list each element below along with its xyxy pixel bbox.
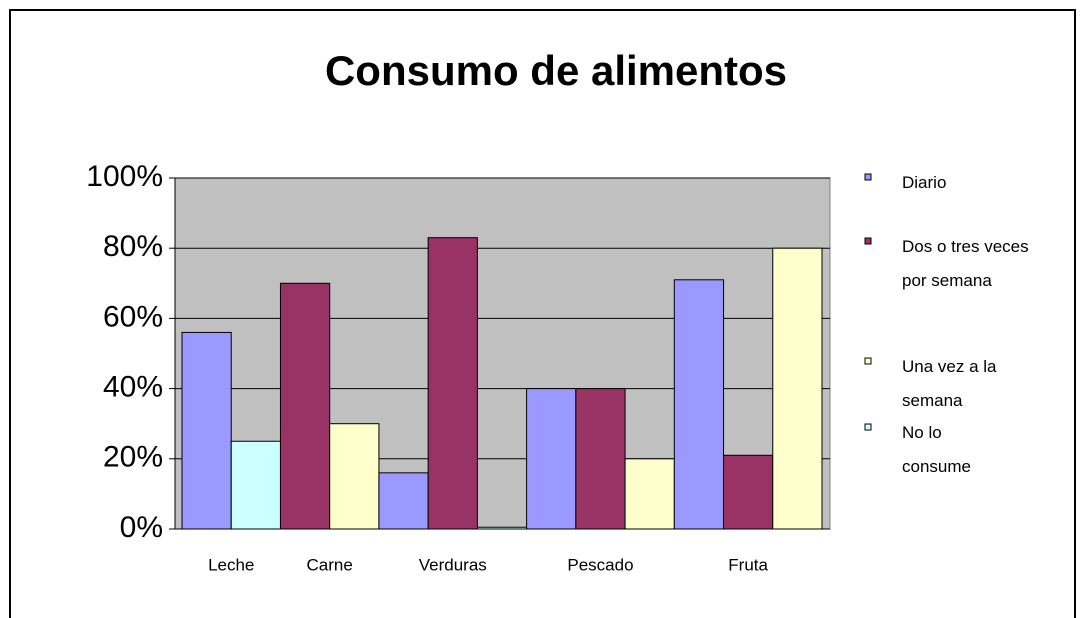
y-tick-label: 20% — [103, 441, 163, 474]
y-tick-label: 100% — [86, 160, 163, 193]
bar — [673, 279, 725, 530]
legend-marker — [864, 357, 872, 365]
chart-title: Consumo de alimentos — [325, 47, 787, 94]
y-tick-label: 60% — [103, 300, 163, 333]
legend-marker — [864, 173, 872, 181]
bar — [526, 388, 577, 530]
bar — [329, 423, 380, 530]
chart-frame — [9, 9, 1076, 618]
bar — [230, 440, 281, 530]
legend-label: No lo consume — [902, 423, 971, 476]
bar — [181, 331, 232, 530]
bar — [378, 472, 429, 530]
legend-marker — [864, 423, 872, 431]
legend-marker — [864, 237, 872, 245]
legend-label: Diario — [902, 173, 947, 192]
bar — [427, 237, 478, 530]
bar — [279, 282, 331, 530]
x-tick-label: Carne — [307, 555, 353, 574]
legend-label: Una vez a la semana — [902, 357, 997, 410]
bar — [723, 454, 774, 530]
y-tick-label: 80% — [103, 230, 163, 263]
x-tick-label: Fruta — [728, 555, 768, 574]
bar — [624, 458, 675, 530]
x-tick-label: Leche — [208, 555, 254, 574]
y-tick-label: 40% — [103, 371, 163, 404]
x-tick-label: Pescado — [567, 555, 633, 574]
y-tick-label: 0% — [120, 511, 163, 544]
x-tick-label: Verduras — [419, 555, 487, 574]
bar — [575, 388, 626, 530]
legend-label: Dos o tres veces por semana — [902, 237, 1029, 290]
bar — [772, 247, 823, 530]
